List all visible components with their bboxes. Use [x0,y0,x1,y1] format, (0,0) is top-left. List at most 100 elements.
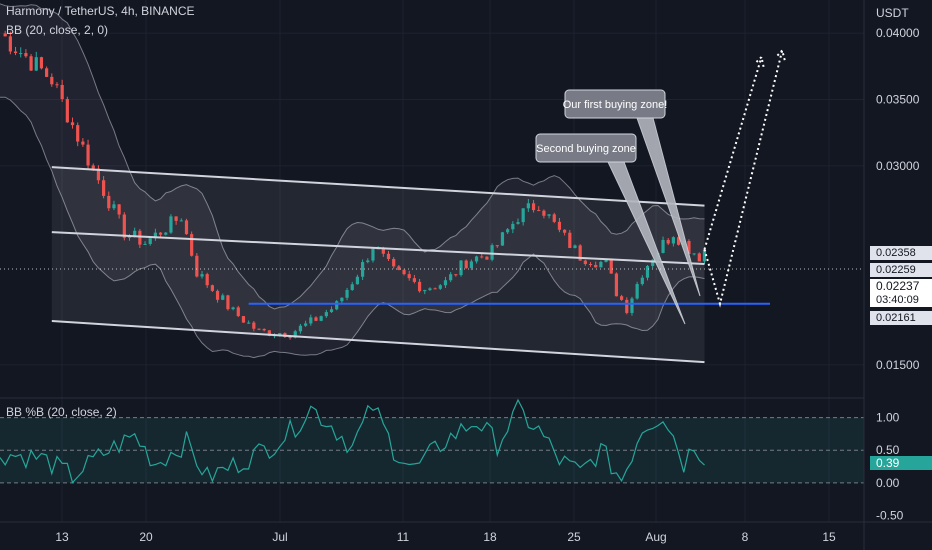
price-tag-basis: 0.02259 [870,263,932,277]
candle-body [687,240,691,254]
candle-body [676,237,681,245]
price-tag-upper: 0.02358 [870,246,932,260]
projection-second [703,50,784,308]
candle-body [252,322,256,329]
candle-body [381,248,385,254]
candle-body [241,316,246,323]
candle-body [526,203,530,209]
candle-body [55,84,59,86]
x-tick-label: 11 [397,530,410,544]
candle-body [547,214,551,216]
candle-body [495,245,499,247]
candle-body [511,223,515,230]
candle-body [350,284,354,290]
candle-body [133,230,137,236]
candle-body [531,203,536,211]
candle-body [65,99,69,123]
candle-body [542,210,546,216]
candle-body [190,234,194,256]
price-tag-lower: 0.02161 [870,311,932,325]
candle-body [692,253,696,255]
candle-body [153,232,157,239]
candle-body [304,323,308,326]
y-tick-label: 0.03000 [876,159,920,173]
candle-body [112,204,116,209]
candle-body [329,309,334,313]
candle-body [267,330,271,336]
candle-body [423,290,427,292]
candle-body [19,53,23,55]
candle-body [630,298,634,313]
candle-body [29,56,33,71]
pctb-indicator-label[interactable]: BB %B (20, close, 2) [6,405,117,419]
candle-body [625,299,629,313]
candle-body [148,238,152,244]
candle-body [635,284,639,299]
x-tick-label: 18 [483,530,497,544]
candle-body [604,259,608,262]
candle-body [500,232,505,246]
candle-body [568,232,572,248]
candle-body [490,245,494,260]
candle-body [506,229,510,233]
symbol-title[interactable]: Harmony / TetherUS, 4h, BINANCE [6,4,195,18]
candle-body [469,261,473,269]
candle-body [169,216,173,233]
candle-body [122,214,126,238]
candle-body [697,253,701,262]
candle-body [117,204,121,215]
bb-lower-line [0,96,705,359]
candle-body [200,274,204,277]
candle-body [226,295,230,310]
candle-body [599,261,603,268]
candle-body [573,245,577,248]
candle-body [521,208,525,223]
candle-body [24,53,28,57]
candle-body [449,274,453,281]
candle-body [474,256,479,262]
candle-body [702,249,707,262]
candle-body [563,229,567,233]
bb-indicator-label[interactable]: BB (20, close, 2, 0) [6,23,109,37]
candle-body [262,328,266,331]
projection-arrowhead [774,48,786,61]
callout-first-zone-text: Our first buying zone! [563,99,668,111]
candle-body [537,210,541,212]
countdown-tag: 03:40:09 [870,293,932,307]
candle-body [298,325,303,332]
x-tick-label: Jul [272,530,287,544]
candle-body [179,220,183,222]
channel-fill [51,167,705,363]
candle-body [3,33,7,37]
candle-body [645,265,650,278]
pctb-tick-label: 0.50 [876,443,900,457]
candle-body [552,214,556,222]
candle-body [257,328,261,330]
candle-body [86,144,90,166]
currency-label: USDT [876,6,909,20]
candle-body [13,51,18,54]
candle-body [138,230,142,245]
candle-body [651,259,655,266]
candle-body [278,333,282,336]
candle-body [91,165,95,169]
x-tick-label: 13 [55,530,69,544]
candle-body [293,331,297,338]
candle-body [438,285,442,289]
candle-body [485,256,489,260]
candle-body [407,274,411,279]
candle-body [210,285,214,291]
candle-body [361,262,365,277]
candle-body [309,317,313,324]
x-tick-label: Aug [645,530,666,544]
candle-body [215,290,220,300]
callout-second-zone-text: Second buying zone [536,143,636,155]
projection-arrowhead [753,55,765,68]
candle-body [578,245,582,261]
candle-body [402,269,406,275]
candle-body [392,259,396,267]
pctb-tick-label: 0.00 [876,476,900,490]
candle-body [247,322,251,324]
candle-body [70,122,75,126]
